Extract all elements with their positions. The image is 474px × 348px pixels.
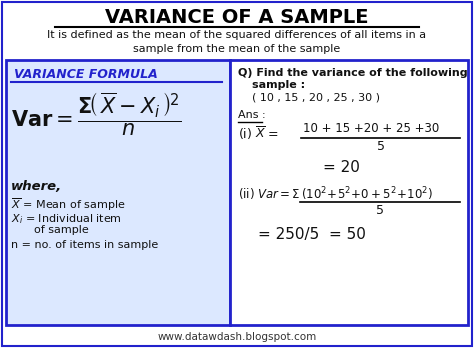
Bar (230, 60, 468, 325)
Text: n = no. of items in sample: n = no. of items in sample (11, 240, 158, 250)
Text: $\overline{X}$ = Mean of sample: $\overline{X}$ = Mean of sample (11, 196, 126, 213)
Text: ( 10 , 15 , 20 , 25 , 30 ): ( 10 , 15 , 20 , 25 , 30 ) (252, 93, 380, 103)
Text: of sample: of sample (34, 225, 89, 235)
Text: = 20: = 20 (323, 160, 360, 175)
Text: sample from the mean of the sample: sample from the mean of the sample (133, 44, 341, 54)
Bar (6, 60, 230, 325)
Text: where,: where, (11, 180, 62, 193)
Text: $X_i$ = Individual item: $X_i$ = Individual item (11, 212, 122, 226)
Text: (i) $\overline{X}$ =: (i) $\overline{X}$ = (238, 125, 279, 142)
Text: It is defined as the mean of the squared differences of all items in a: It is defined as the mean of the squared… (47, 30, 427, 40)
Text: (ii) $Var = \Sigma\,(10^2\!+\!5^2\!+\!0+5^2\!+\!10^2)$: (ii) $Var = \Sigma\,(10^2\!+\!5^2\!+\!0+… (238, 185, 433, 203)
Text: $\mathbf{Var} = \dfrac{\boldsymbol{\Sigma}\!\left(\,\overline{X} - X_i\,\right)^: $\mathbf{Var} = \dfrac{\boldsymbol{\Sigm… (11, 90, 182, 137)
Text: www.datawdash.blogspot.com: www.datawdash.blogspot.com (157, 332, 317, 342)
Text: 10 + 15 +20 + 25 +30: 10 + 15 +20 + 25 +30 (303, 122, 439, 135)
Text: = 250/5  = 50: = 250/5 = 50 (258, 227, 366, 242)
Text: sample :: sample : (252, 80, 305, 90)
Text: Ans :: Ans : (238, 110, 265, 120)
Text: 5: 5 (376, 204, 384, 217)
Text: Q) Find the variance of the following: Q) Find the variance of the following (238, 68, 468, 78)
Text: 5: 5 (377, 140, 385, 153)
Text: VARIANCE OF A SAMPLE: VARIANCE OF A SAMPLE (105, 8, 369, 27)
Text: VARIANCE FORMULA: VARIANCE FORMULA (14, 68, 158, 81)
